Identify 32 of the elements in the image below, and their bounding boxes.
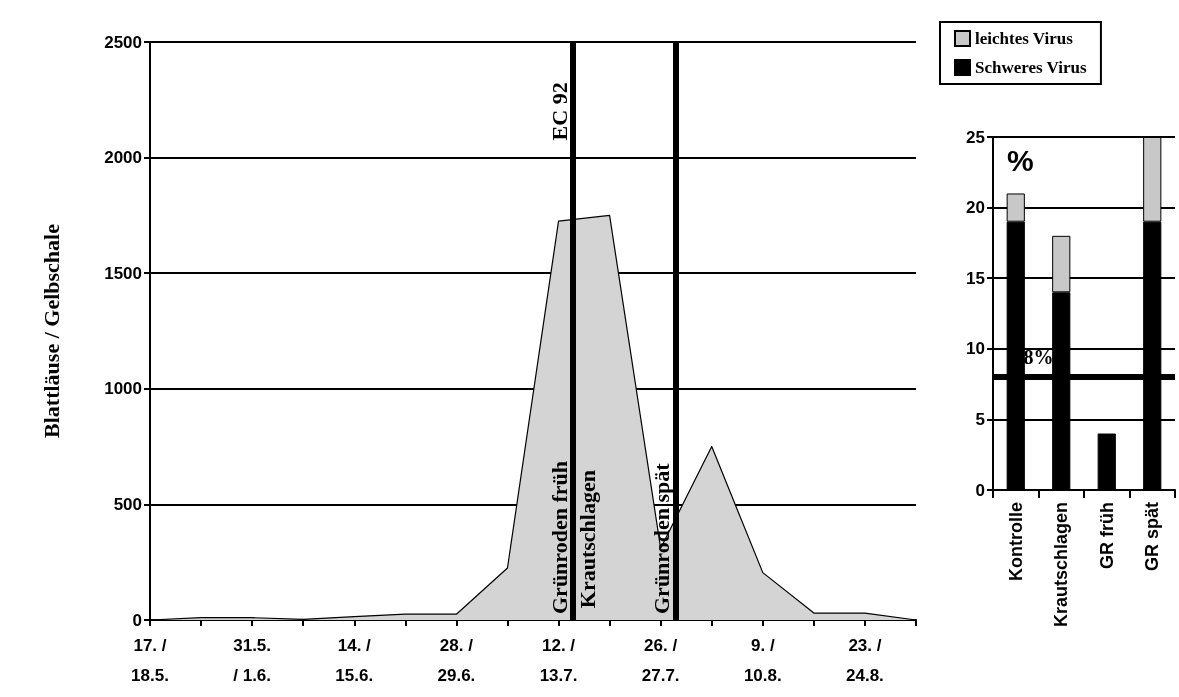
y-tick-label: 15 <box>966 268 985 288</box>
x-tick-label: Krautschlagen <box>1051 502 1072 628</box>
x-tick-label: 23. / 24.8. <box>846 635 884 685</box>
x-tick-label: GR spät <box>1142 502 1163 572</box>
y-tick-label: 5 <box>975 409 985 429</box>
x-tick-label: GR früh <box>1096 502 1117 569</box>
y-tick-label: 1000 <box>104 379 142 399</box>
ref-line-label: Grünroden spät <box>648 462 674 614</box>
x-tick-label: 26. / 27.7. <box>641 635 680 685</box>
y-tick-label: 20 <box>966 198 985 218</box>
y-tick-label: 0 <box>132 610 142 630</box>
y-tick-label: 10 <box>966 339 985 359</box>
x-tick-label: 9. / 10.8. <box>743 635 782 685</box>
annotation: % <box>1007 143 1034 177</box>
y-tick-label: 25 <box>966 127 985 147</box>
legend-label: Schweres Virus <box>975 58 1087 77</box>
bar <box>1097 433 1116 490</box>
y-axis-title: Blattläuse / Gelbschale <box>38 223 64 438</box>
x-tick-label: 14. / 15.6. <box>335 635 374 685</box>
y-tick-label: 500 <box>113 494 142 514</box>
x-tick-label: 17. / 18.5. <box>131 635 169 685</box>
y-tick-label: 2500 <box>104 32 142 52</box>
y-tick-label: 0 <box>975 480 985 500</box>
x-tick-label: 31.5. / 1.6. <box>233 635 272 685</box>
ref-line-label: Grünroden früh <box>546 460 572 614</box>
y-tick-label: 1500 <box>104 263 142 283</box>
y-tick-label: 2000 <box>104 148 142 168</box>
x-tick-label: Kontrolle <box>1005 502 1026 581</box>
x-tick-label: 28. / 29.6. <box>437 635 476 685</box>
x-tick-label: 12. / 13.7. <box>539 635 578 685</box>
legend-label: leichtes Virus <box>975 29 1074 48</box>
annotation: EC 92 <box>546 82 572 141</box>
